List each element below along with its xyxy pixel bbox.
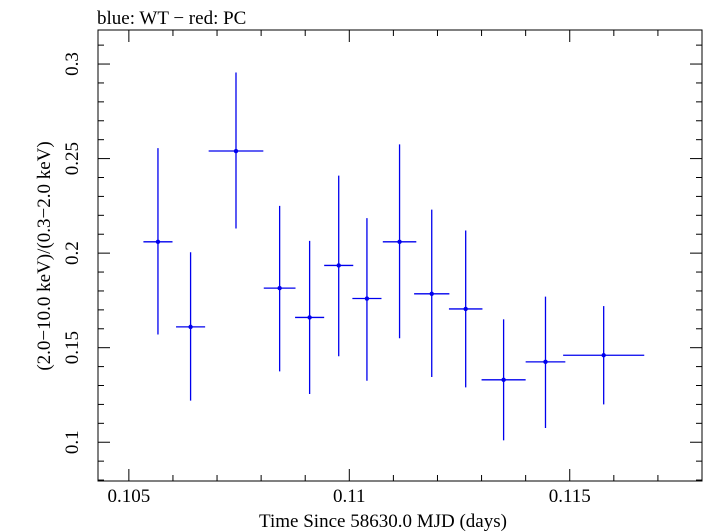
plot-frame [97,29,703,482]
y-tick-label: 0.15 [62,331,83,364]
y-axis-title: (2.0−10.0 keV)/(0.3−2.0 keV) [34,141,55,370]
y-tick-label: 0.2 [62,241,83,265]
data-point [143,148,173,335]
x-tick-label: 0.105 [107,486,150,507]
point-marker [463,306,468,312]
point-marker [188,324,193,330]
point-marker [543,359,548,365]
data-point [352,218,382,381]
y-tick-label: 0.25 [62,142,83,175]
data-point [208,72,264,229]
x-axis-title: Time Since 58630.0 MJD (days) [259,511,507,532]
data-point [525,296,566,429]
point-marker [233,148,239,154]
data-point [481,319,526,441]
data-point [176,252,206,401]
point-marker [397,239,402,244]
x-tick-label: 0.11 [333,486,366,507]
y-tick-label: 0.3 [62,52,83,76]
point-marker [277,285,282,291]
point-marker [429,291,434,296]
y-axis: 0.1 0.15 0.2 0.25 0.3 [62,44,702,481]
data-point [448,230,483,388]
point-marker [501,377,506,383]
point-marker [601,353,606,358]
x-tick-label: 0.115 [549,486,591,507]
data-point [382,144,417,339]
point-marker [336,263,341,268]
data-point [324,175,354,357]
chart-title: blue: WT − red: PC [97,8,246,29]
point-marker [155,239,161,244]
data-point [295,240,325,395]
x-axis: 0.105 0.11 0.115 [107,30,703,507]
data-point [263,205,296,372]
y-tick-label: 0.1 [62,430,83,454]
data-series [143,72,645,441]
point-marker [307,315,312,320]
point-marker [364,296,370,301]
data-point [563,306,645,405]
data-point [414,209,450,377]
